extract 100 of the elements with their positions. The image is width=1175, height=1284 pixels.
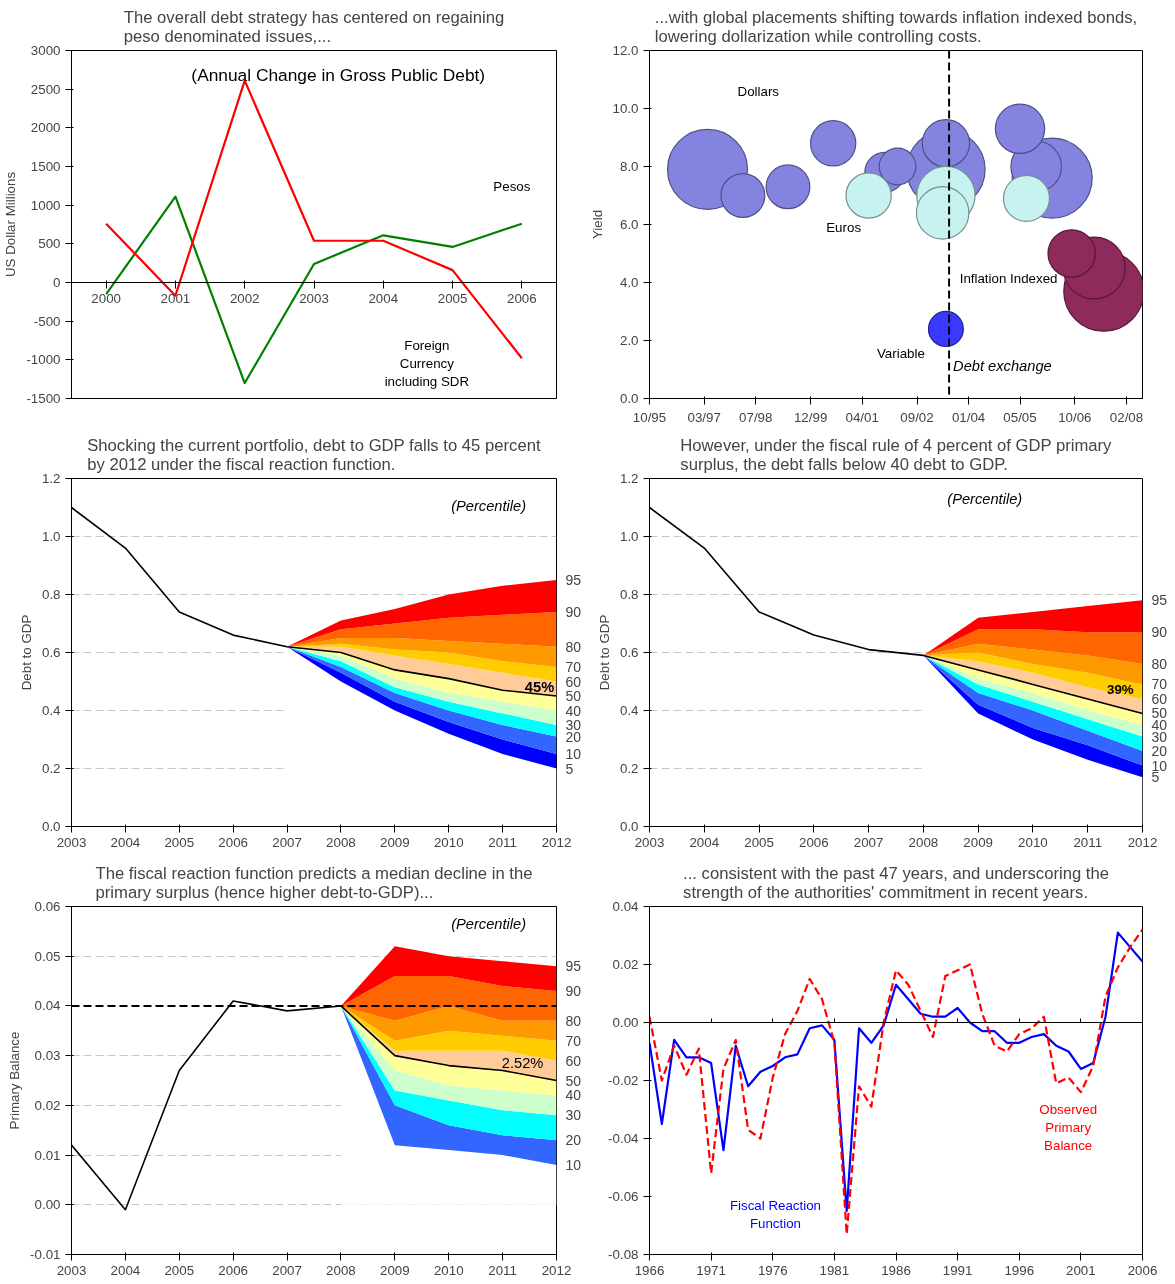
x-tick-label: 2008 <box>908 834 939 850</box>
y-tick-label: 0.00 <box>612 1015 639 1030</box>
series-label: 60 <box>565 673 582 690</box>
x-tick-label: 2005 <box>164 1262 195 1278</box>
x-tick-label: 2006 <box>1127 1262 1158 1278</box>
chart-title: ...with global placements shifting towards inflation indexed bonds, lowering dollarization while controlling costs. <box>654 7 1138 46</box>
x-tick-label: 2000 <box>91 290 121 306</box>
x-tick-label: 2009 <box>380 834 410 850</box>
y-tick-label: 1.0 <box>619 529 639 544</box>
x-tick-label: 2009 <box>963 834 993 850</box>
y-tick-label: 6.0 <box>619 217 639 232</box>
x-tick-label: 2005 <box>744 834 774 850</box>
annotation: (Percentile) <box>947 491 1023 508</box>
y-tick-label: 0.2 <box>619 761 639 776</box>
text: Foreign Currency including SDR <box>384 338 470 390</box>
x-tick-label: 2011 <box>1073 834 1103 850</box>
y-tick-label: 0.8 <box>41 587 61 602</box>
y-tick-label: 0.8 <box>619 587 639 602</box>
x-tick-label: 2003 <box>634 834 665 850</box>
annotation: (Percentile) <box>451 915 527 932</box>
x-tick-label: 02/08 <box>1109 409 1144 425</box>
x-tick-label: 2008 <box>326 1262 356 1278</box>
chart-title: The overall debt strategy has centered on regaining peso denominated issues,... <box>123 7 505 46</box>
y-tick-label: 1.2 <box>619 471 639 486</box>
y-tick-label: -0.08 <box>608 1247 639 1262</box>
y-tick-label: 0.6 <box>41 645 61 660</box>
y-tick-label: 0.05 <box>34 948 61 964</box>
series-label: 20 <box>565 1132 582 1149</box>
series-label: 95 <box>565 958 582 975</box>
y-axis-title: Yield <box>589 209 605 240</box>
y-tick-label: 0.00 <box>34 1197 61 1213</box>
y-tick-label: 3000 <box>30 43 61 58</box>
y-tick-label: 0.0 <box>619 819 639 834</box>
chart-title: The fiscal reaction function predicts a median decline in the primary surplus (hence higher debt-to-GDP)... <box>95 863 533 902</box>
y-tick-label: 1.0 <box>41 529 61 544</box>
x-tick-label: 2012 <box>1127 834 1158 850</box>
series-label: 90 <box>565 603 582 620</box>
x-tick-label: 2012 <box>541 834 572 850</box>
y-tick-label: 0.04 <box>612 899 640 914</box>
x-tick-label: 2004 <box>110 834 141 850</box>
x-tick-label: 1981 <box>819 1262 850 1278</box>
series-label: 70 <box>1151 676 1168 693</box>
y-tick-label: 1000 <box>30 197 61 213</box>
x-tick-label: 1971 <box>696 1262 726 1278</box>
series-label: Observed Primary Balance <box>1039 1102 1098 1153</box>
y-tick-label: 2000 <box>30 120 61 136</box>
y-tick-label: 8.0 <box>619 159 639 174</box>
ref-line-label: Debt exchange <box>953 358 1052 375</box>
x-tick-label: 03/97 <box>687 409 721 425</box>
x-tick-label: 12/99 <box>793 409 828 425</box>
y-tick-label: 1.2 <box>41 471 61 486</box>
x-tick-label: 2005 <box>164 834 195 850</box>
x-tick-label: 2003 <box>56 834 87 850</box>
x-tick-label: 1991 <box>942 1262 973 1278</box>
series-label: 80 <box>565 638 582 655</box>
series-label: 50 <box>565 688 582 704</box>
series-label: 90 <box>1151 624 1168 641</box>
series-label: 90 <box>565 983 582 1000</box>
y-tick-label: 0.0 <box>619 391 639 406</box>
series-label: Variable <box>876 346 925 362</box>
x-tick-label: 1966 <box>634 1262 665 1278</box>
x-tick-label: 2006 <box>507 290 537 306</box>
y-tick-label: 2500 <box>30 81 61 97</box>
y-tick-label: 0.04 <box>34 998 62 1014</box>
y-tick-label: 500 <box>38 236 61 252</box>
y-tick-label: 0.6 <box>619 645 639 660</box>
x-tick-label: 2002 <box>229 290 260 306</box>
x-tick-label: 04/01 <box>845 409 879 425</box>
series-label: 40 <box>565 702 582 719</box>
series-label: 10 <box>565 746 582 762</box>
y-tick-label: -0.04 <box>608 1131 640 1146</box>
series-label: 40 <box>1151 717 1168 733</box>
y-axis-title: Primary Balance <box>7 1031 23 1130</box>
annotation: 2.52% <box>501 1055 544 1072</box>
y-tick-label: 0.01 <box>34 1147 61 1163</box>
y-tick-label: 0.02 <box>34 1097 61 1113</box>
annotation: 45% <box>524 679 555 696</box>
annotation: (Percentile) <box>451 498 527 515</box>
y-tick-label: 10.0 <box>612 101 639 116</box>
x-tick-label: 2011 <box>488 1262 517 1278</box>
y-tick-label: -500 <box>33 313 61 329</box>
x-tick-label: 2006 <box>218 1262 248 1278</box>
y-tick-label: 4.0 <box>619 275 639 290</box>
y-tick-label: 0.02 <box>612 957 639 972</box>
series-label: 30 <box>565 1107 582 1124</box>
series-label: 50 <box>565 1072 582 1089</box>
x-tick-label: 09/02 <box>900 409 934 425</box>
x-tick-label: 2005 <box>437 290 468 306</box>
y-tick-label: 1500 <box>30 159 61 174</box>
series-label: 60 <box>565 1052 582 1069</box>
y-tick-label: 0.0 <box>41 819 61 834</box>
x-tick-label: 2004 <box>110 1262 141 1278</box>
y-tick-label: 0.4 <box>41 703 62 718</box>
x-tick-label: 2004 <box>689 834 720 850</box>
x-tick-label: 2001 <box>160 290 191 306</box>
series-label: Fiscal Reaction Function <box>729 1198 822 1232</box>
y-axis-title: Debt to GDP <box>18 614 34 691</box>
x-tick-label: 2006 <box>218 834 248 850</box>
series-label: 10 <box>565 1157 582 1174</box>
chart-title: Shocking the current portfolio, debt to GDP falls to 45 percent by 2012 under the fiscal reaction function. <box>87 435 541 474</box>
